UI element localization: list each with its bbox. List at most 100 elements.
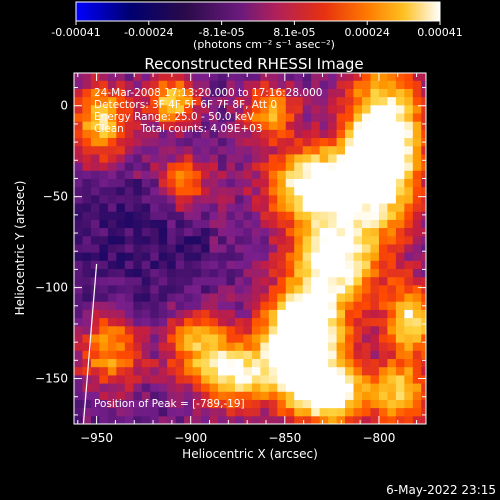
heatmap-cell — [328, 145, 338, 155]
heatmap-cell — [150, 383, 160, 392]
heatmap-cell — [294, 211, 304, 220]
heatmap-cell — [141, 211, 151, 220]
heatmap-cell — [395, 153, 405, 163]
heatmap-cell — [294, 366, 304, 376]
heatmap-cell — [387, 342, 397, 351]
heatmap-cell — [319, 317, 329, 327]
heatmap-cell — [260, 162, 270, 171]
heatmap-cell — [285, 268, 295, 278]
heatmap-cell — [234, 317, 244, 327]
heatmap-cell — [201, 80, 211, 89]
heatmap-cell — [277, 235, 287, 245]
heatmap-cell — [209, 374, 219, 384]
heatmap-cell — [209, 407, 219, 417]
heatmap-cell — [302, 129, 312, 139]
heatmap-cell — [226, 317, 236, 327]
heatmap-cell — [141, 243, 151, 253]
heatmap-cell — [158, 194, 168, 204]
heatmap-cell — [192, 301, 202, 310]
heatmap-cell — [370, 415, 380, 424]
heatmap-cell — [192, 383, 202, 392]
heatmap-cell — [353, 129, 363, 139]
heatmap-cell — [260, 104, 270, 114]
heatmap-cell — [268, 284, 278, 294]
heatmap-cell — [412, 129, 422, 139]
heatmap-cell — [133, 80, 143, 89]
heatmap-cell — [184, 211, 194, 220]
heatmap-cell — [218, 260, 227, 270]
heatmap-cell — [251, 415, 261, 424]
heatmap-cell — [319, 211, 329, 220]
heatmap-cell — [201, 186, 211, 196]
heatmap-cell — [251, 219, 261, 229]
heatmap-cell — [218, 342, 227, 351]
heatmap-cell — [243, 178, 253, 188]
heatmap-cell — [209, 383, 219, 392]
heatmap-cell — [311, 104, 321, 114]
heatmap-cell — [302, 162, 312, 171]
heatmap-cell — [302, 235, 312, 245]
heatmap-cell — [141, 399, 151, 409]
heatmap-cell — [192, 178, 202, 188]
heatmap-cell — [116, 293, 126, 302]
heatmap-cell — [319, 374, 329, 384]
heatmap-cell — [243, 88, 253, 98]
heatmap-cell — [226, 391, 236, 400]
heatmap-cell — [167, 227, 177, 237]
heatmap-cell — [387, 137, 397, 147]
heatmap-cell — [82, 80, 92, 89]
heatmap-cell — [294, 383, 304, 392]
heatmap-cell — [378, 73, 388, 81]
heatmap-cell — [167, 293, 177, 302]
heatmap-cell — [328, 113, 338, 122]
heatmap-cell — [378, 121, 388, 130]
heatmap-cell — [116, 170, 126, 179]
heatmap-cell — [353, 178, 363, 188]
heatmap-cell — [395, 350, 405, 360]
heatmap-cell — [404, 178, 414, 188]
heatmap-cell — [277, 317, 287, 327]
colorbar-tick-label: 8.1e-05 — [273, 26, 315, 39]
heatmap-cell — [124, 284, 134, 294]
heatmap-cell — [319, 203, 329, 212]
heatmap-cell — [158, 293, 168, 302]
heatmap-cell — [124, 194, 134, 204]
heatmap-cell — [404, 293, 414, 302]
heatmap-cell — [141, 170, 151, 179]
heatmap-cell — [74, 252, 83, 261]
heatmap-cell — [133, 317, 143, 327]
heatmap-cell — [167, 129, 177, 139]
heatmap-cell — [294, 104, 304, 114]
heatmap-cell — [251, 243, 261, 253]
heatmap-cell — [209, 235, 219, 245]
heatmap-cell — [124, 178, 134, 188]
heatmap-cell — [150, 153, 160, 163]
heatmap-cell — [302, 153, 312, 163]
heatmap-cell — [277, 227, 287, 237]
heatmap-cell — [412, 391, 422, 400]
heatmap-cell — [150, 194, 160, 204]
heatmap-cell — [285, 317, 295, 327]
heatmap-cell — [201, 391, 211, 400]
heatmap-cell — [226, 203, 236, 212]
heatmap-cell — [285, 104, 295, 114]
heatmap-cell — [141, 301, 151, 310]
heatmap-cell — [175, 113, 185, 122]
heatmap-cell — [345, 342, 355, 351]
heatmap-cell — [387, 399, 397, 409]
heatmap-cell — [82, 170, 92, 179]
heatmap-cell — [124, 350, 134, 360]
heatmap-cell — [277, 219, 287, 229]
heatmap-cell — [251, 301, 261, 310]
heatmap-cell — [116, 153, 126, 163]
heatmap-cell — [412, 73, 422, 81]
heatmap-cell — [251, 366, 261, 376]
heatmap-cell — [107, 129, 117, 139]
heatmap-cell — [260, 203, 270, 212]
heatmap-cell — [243, 73, 253, 81]
heatmap-cell — [107, 407, 117, 417]
heatmap-cell — [141, 186, 151, 196]
heatmap-cell — [336, 170, 346, 179]
heatmap-cell — [141, 350, 151, 360]
heatmap-cell — [319, 284, 329, 294]
